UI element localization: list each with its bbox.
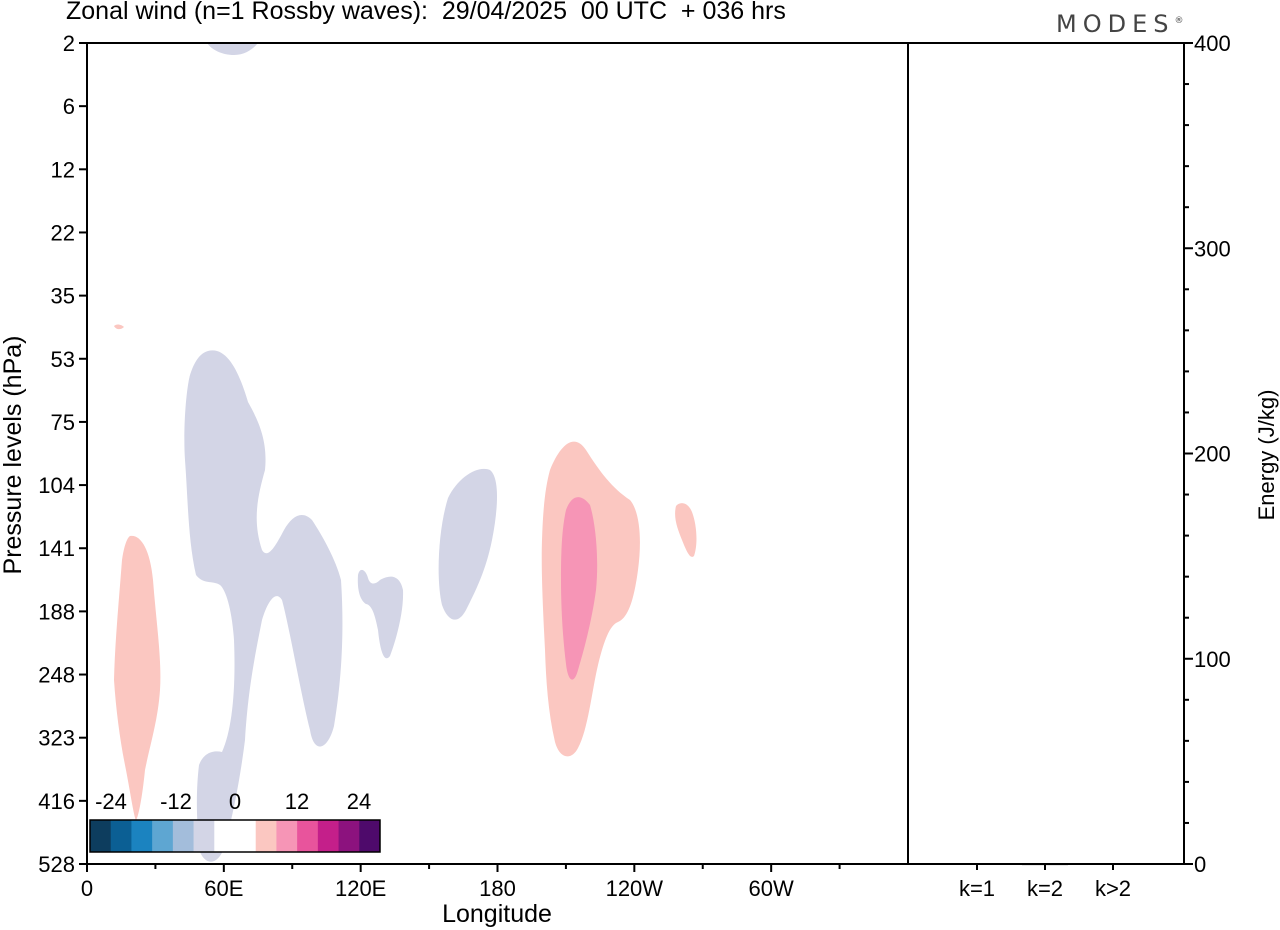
x-tick-label: 120W (606, 876, 664, 901)
chart-title: Zonal wind (n=1 Rossby waves): 29/04/202… (66, 0, 786, 25)
y-tick-label: 75 (51, 410, 75, 435)
colorbar-swatch (131, 820, 153, 852)
colorbar-swatch (235, 820, 257, 852)
y-tick-label: 188 (38, 599, 75, 624)
y-tick-label: 6 (63, 94, 75, 119)
colorbar-swatch (90, 820, 112, 852)
colorbar-swatch (172, 820, 195, 852)
colorbar-swatch (338, 820, 360, 852)
wind-region-westerly-core (561, 497, 598, 680)
y-tick-label: 12 (51, 157, 75, 182)
energy-axis-title: Energy (J/kg) (1254, 390, 1279, 521)
x-tick-label: 180 (479, 876, 516, 901)
colorbar-tick-label: -24 (95, 789, 127, 814)
wind-region-weak-easterly-stratosphere (207, 43, 258, 55)
x-tick-label: 60E (204, 876, 243, 901)
x-tick-label: 0 (81, 876, 93, 901)
x-axis-title: Longitude (442, 900, 552, 928)
energy-bar (1090, 863, 1136, 865)
x-tick-label: 120E (335, 876, 386, 901)
y-tick-label: 22 (51, 220, 75, 245)
logo-text: MODES (1056, 10, 1175, 38)
colorbar-swatch (152, 820, 174, 852)
wind-region-easterly-lower-stratosphere (184, 350, 343, 862)
colorbar-swatch (110, 820, 132, 852)
colorbar: -24 -12 0 12 24 (89, 789, 381, 853)
colorbar-swatch (317, 820, 340, 852)
wind-region-westerly-small (675, 503, 697, 557)
colorbar-tick-label: -12 (160, 789, 192, 814)
energy-category-label: k>2 (1095, 876, 1131, 901)
colorbar-swatch (276, 820, 298, 852)
colorbar-swatch (255, 820, 277, 852)
energy-tick-label: 0 (1194, 852, 1206, 877)
axis-ticks (79, 42, 1193, 872)
colorbar-swatch (214, 820, 236, 852)
energy-bar (954, 863, 1000, 865)
energy-tick-label: 200 (1194, 442, 1231, 467)
y-tick-label: 104 (38, 473, 75, 498)
y-tick-label: 248 (38, 663, 75, 688)
y-tick-label: 53 (51, 347, 75, 372)
x-tick-label: 60W (749, 876, 794, 901)
energy-tick-label: 400 (1194, 31, 1231, 56)
y-tick-label: 528 (38, 852, 75, 877)
colorbar-swatch (193, 820, 215, 852)
energy-tick-label: 100 (1194, 647, 1231, 672)
colorbar-tick-label: 12 (285, 789, 309, 814)
energy-category-label: k=1 (959, 876, 995, 901)
wind-region-easterly-small (357, 569, 404, 659)
energy-bar (1022, 863, 1068, 866)
colorbar-tick-label: 0 (229, 789, 241, 814)
colorbar-swatch (359, 820, 381, 852)
y-tick-label: 323 (38, 726, 75, 751)
colorbar-swatch (297, 820, 319, 852)
colorbar-tick-label: 24 (347, 789, 371, 814)
y-tick-label: 416 (38, 789, 75, 814)
y-tick-label: 2 (63, 31, 75, 56)
wind-region-westerly-west (114, 535, 161, 820)
energy-plot-frame (907, 42, 1185, 865)
y-axis-title: Pressure levels (hPa) (0, 336, 27, 575)
y-tick-label: 141 (38, 536, 75, 561)
colorbar-frame (89, 819, 381, 853)
wind-region-westerly-speck (114, 324, 124, 330)
energy-category-label: k=2 (1027, 876, 1063, 901)
modes-logo: MODES® (1056, 10, 1184, 38)
wind-regions (114, 43, 697, 862)
wind-region-easterly-dateline (438, 468, 497, 620)
energy-bars (954, 863, 1136, 866)
y-tick-label: 35 (51, 284, 75, 309)
energy-tick-label: 300 (1194, 236, 1231, 261)
